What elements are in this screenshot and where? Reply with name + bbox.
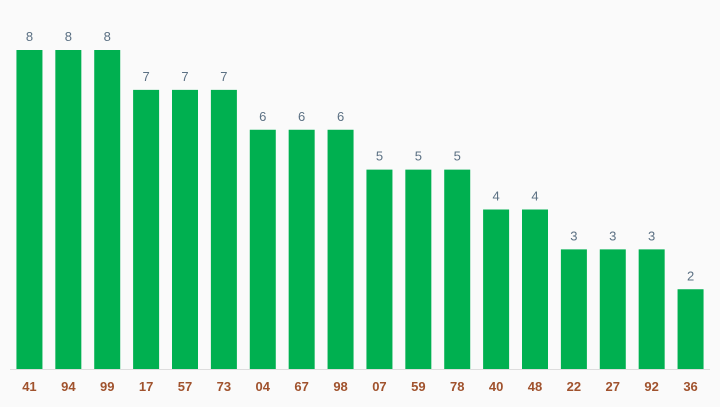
category-label-17: 17 — [139, 379, 153, 394]
bar-99 — [94, 50, 121, 369]
category-label-40: 40 — [489, 379, 503, 394]
category-label-94: 94 — [61, 379, 76, 394]
category-label-22: 22 — [567, 379, 581, 394]
value-label-94: 8 — [65, 29, 72, 44]
category-label-59: 59 — [411, 379, 425, 394]
value-label-78: 5 — [454, 149, 461, 164]
value-label-07: 5 — [376, 149, 383, 164]
bar-92 — [638, 249, 665, 369]
bar-36 — [677, 289, 704, 369]
value-label-92: 3 — [648, 228, 655, 243]
category-label-04: 04 — [256, 379, 271, 394]
bar-59 — [405, 169, 432, 369]
bar-57 — [172, 89, 198, 369]
category-label-78: 78 — [450, 379, 464, 394]
value-label-57: 7 — [181, 69, 188, 84]
category-label-36: 36 — [683, 379, 697, 394]
value-label-98: 6 — [337, 109, 344, 124]
value-label-59: 5 — [415, 149, 422, 164]
bar-67 — [288, 129, 315, 369]
category-label-99: 99 — [100, 379, 114, 394]
value-label-17: 7 — [142, 69, 149, 84]
bar-27 — [599, 249, 626, 369]
value-label-27: 3 — [609, 228, 616, 243]
bars-group — [16, 50, 704, 369]
bar-94 — [55, 50, 82, 369]
bar-98 — [327, 129, 354, 369]
category-label-41: 41 — [22, 379, 36, 394]
category-label-48: 48 — [528, 379, 542, 394]
value-label-22: 3 — [570, 228, 577, 243]
category-label-98: 98 — [333, 379, 347, 394]
category-label-57: 57 — [178, 379, 192, 394]
category-label-07: 07 — [372, 379, 386, 394]
category-label-73: 73 — [217, 379, 231, 394]
bar-40 — [483, 209, 510, 369]
bar-22 — [560, 249, 587, 369]
category-label-92: 92 — [644, 379, 658, 394]
bar-07 — [366, 169, 393, 369]
value-label-99: 8 — [104, 29, 111, 44]
value-label-48: 4 — [531, 189, 538, 204]
value-label-36: 2 — [687, 268, 694, 283]
bar-48 — [522, 209, 548, 369]
value-label-73: 7 — [220, 69, 227, 84]
bar-17 — [133, 89, 160, 369]
bar-78 — [444, 169, 471, 369]
value-label-67: 6 — [298, 109, 305, 124]
value-label-41: 8 — [26, 29, 33, 44]
value-label-40: 4 — [492, 189, 499, 204]
category-label-27: 27 — [606, 379, 620, 394]
value-labels-group: 8 8 8 7 7 7 6 6 6 5 5 5 4 4 3 3 3 2 — [26, 29, 694, 283]
bar-04 — [249, 129, 276, 369]
bar-73 — [210, 89, 237, 369]
bar-41 — [16, 50, 43, 369]
category-label-67: 67 — [294, 379, 308, 394]
value-label-04: 6 — [259, 109, 266, 124]
category-labels-group: 41 94 99 17 57 73 04 67 98 07 59 78 40 48 22 27 92 36 — [22, 379, 698, 394]
